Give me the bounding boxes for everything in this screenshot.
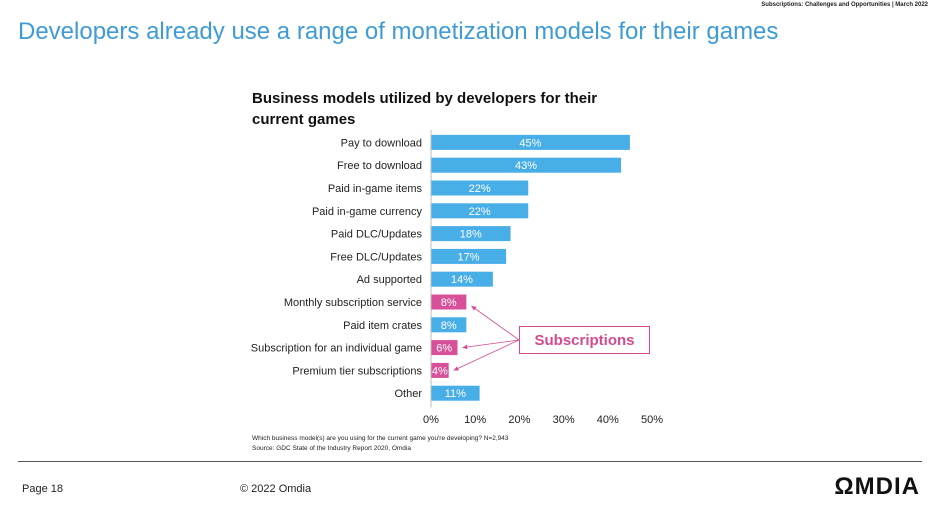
category-label: Pay to download	[341, 137, 422, 149]
bar	[431, 134, 630, 150]
category-label: Paid DLC/Updates	[331, 229, 423, 241]
x-tick-label: 20%	[508, 414, 530, 426]
bar	[431, 203, 529, 219]
category-label: Other	[394, 388, 422, 400]
footer-divider	[18, 461, 922, 462]
data-label: 4%	[432, 365, 448, 377]
bar	[431, 362, 449, 378]
bar	[431, 226, 511, 242]
bar	[431, 157, 622, 173]
bar	[431, 294, 467, 310]
data-label: 8%	[441, 297, 457, 309]
data-label: 22%	[469, 183, 491, 195]
category-label: Paid in-game items	[328, 183, 423, 195]
footnote-source: Source: GDC State of the Industry Report…	[252, 445, 411, 452]
callout-arrow	[462, 339, 520, 350]
data-label: 8%	[441, 320, 457, 332]
category-label: Premium tier subscriptions	[292, 365, 422, 377]
footnote-question: Which business model(s) are you using fo…	[252, 435, 509, 442]
x-tick-label: 10%	[464, 414, 486, 426]
bar	[431, 180, 529, 196]
data-label: 17%	[458, 251, 480, 263]
category-label: Monthly subscription service	[284, 297, 422, 309]
data-label: 11%	[445, 388, 466, 400]
page-number: Page 18	[22, 483, 63, 495]
data-label: 18%	[460, 229, 482, 241]
slide-title: Developers already use a range of moneti…	[18, 18, 779, 45]
chart-title: Business models utilized by developers f…	[252, 90, 598, 128]
x-tick-label: 0%	[423, 414, 439, 426]
bar	[431, 271, 493, 287]
category-label: Paid item crates	[343, 320, 422, 332]
data-label: 22%	[469, 206, 491, 218]
x-tick-label: 30%	[553, 414, 575, 426]
subscriptions-callout: Subscriptions	[519, 326, 650, 354]
header-note: Subscriptions: Challenges and Opportunit…	[761, 2, 928, 8]
bar	[431, 248, 507, 264]
callout-arrow	[453, 339, 520, 371]
data-label: 45%	[519, 137, 541, 149]
bar	[431, 317, 467, 333]
data-label: 14%	[451, 274, 473, 286]
category-label: Ad supported	[357, 274, 422, 286]
bar	[431, 340, 458, 356]
callout-arrow	[471, 305, 520, 341]
category-label: Free DLC/Updates	[330, 251, 422, 263]
copyright: © 2022 Omdia	[240, 483, 312, 495]
bar	[431, 385, 480, 401]
category-label: Free to download	[337, 160, 422, 172]
category-label: Paid in-game currency	[312, 206, 423, 218]
x-tick-label: 40%	[597, 414, 619, 426]
omdia-logo: ΩMDIA	[834, 473, 920, 500]
data-label: 43%	[515, 160, 537, 172]
data-label: 6%	[436, 343, 452, 355]
category-label: Subscription for an individual game	[251, 343, 422, 355]
x-tick-label: 50%	[641, 414, 663, 426]
